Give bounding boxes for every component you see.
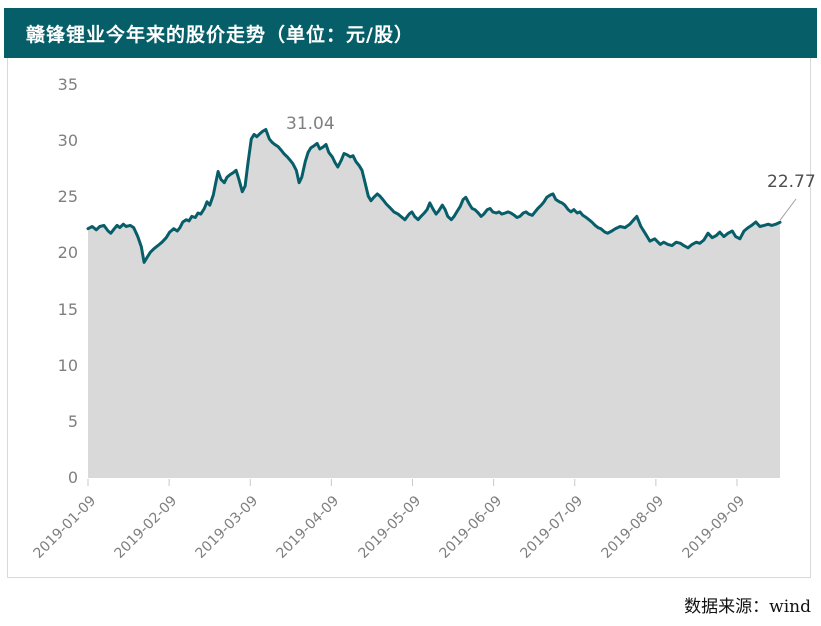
y-axis-label: 10 — [57, 355, 78, 375]
price-area-fill — [88, 129, 780, 478]
last-value-annotation: 22.77 — [767, 172, 816, 192]
y-axis-label: 5 — [67, 411, 78, 431]
y-axis-label: 25 — [57, 187, 78, 207]
y-axis-label: 30 — [57, 131, 78, 151]
y-axis-label: 35 — [57, 75, 78, 94]
y-axis-label: 15 — [57, 299, 78, 319]
y-axis-label: 0 — [67, 468, 78, 487]
chart-title: 赣锋锂业今年来的股价走势（单位：元/股） — [26, 23, 414, 46]
price-line — [86, 128, 782, 264]
data-source-note: 数据来源：wind — [684, 597, 811, 617]
y-axis-label: 20 — [57, 243, 78, 263]
chart-title-bar: 赣锋锂业今年来的股价走势（单位：元/股） — [4, 8, 817, 58]
last-value-leader-line — [779, 198, 797, 221]
peak-value-annotation: 31.04 — [286, 114, 335, 134]
